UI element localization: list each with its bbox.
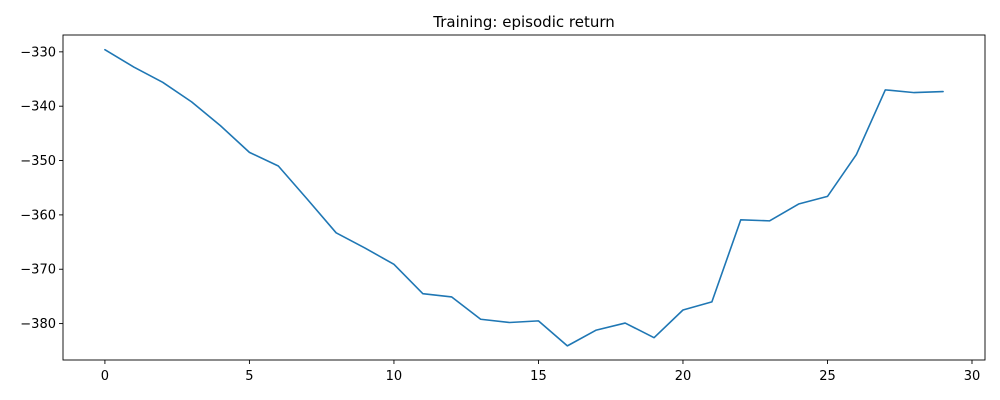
chart-title: Training: episodic return (432, 13, 615, 31)
x-tick-label: 10 (386, 369, 403, 384)
x-tick-label: 5 (245, 369, 253, 384)
x-tick-label: 25 (819, 369, 836, 384)
y-tick-label: −380 (20, 317, 56, 332)
y-axis-ticks: −330 −340 −350 −360 −370 −380 (20, 45, 63, 332)
x-axis-ticks: 0 5 10 15 20 25 30 (101, 360, 980, 384)
y-tick-label: −370 (20, 263, 56, 278)
x-tick-label: 15 (530, 369, 547, 384)
x-tick-label: 0 (101, 369, 109, 384)
x-tick-label: 30 (964, 369, 981, 384)
series-line-0 (104, 48, 944, 347)
axes-frame (62, 34, 986, 361)
y-tick-label: −350 (20, 154, 56, 169)
x-tick-label: 20 (675, 369, 692, 384)
plot-area (62, 34, 986, 361)
y-tick-label: −330 (20, 45, 56, 60)
y-tick-label: −340 (20, 100, 56, 115)
y-tick-label: −360 (20, 208, 56, 223)
